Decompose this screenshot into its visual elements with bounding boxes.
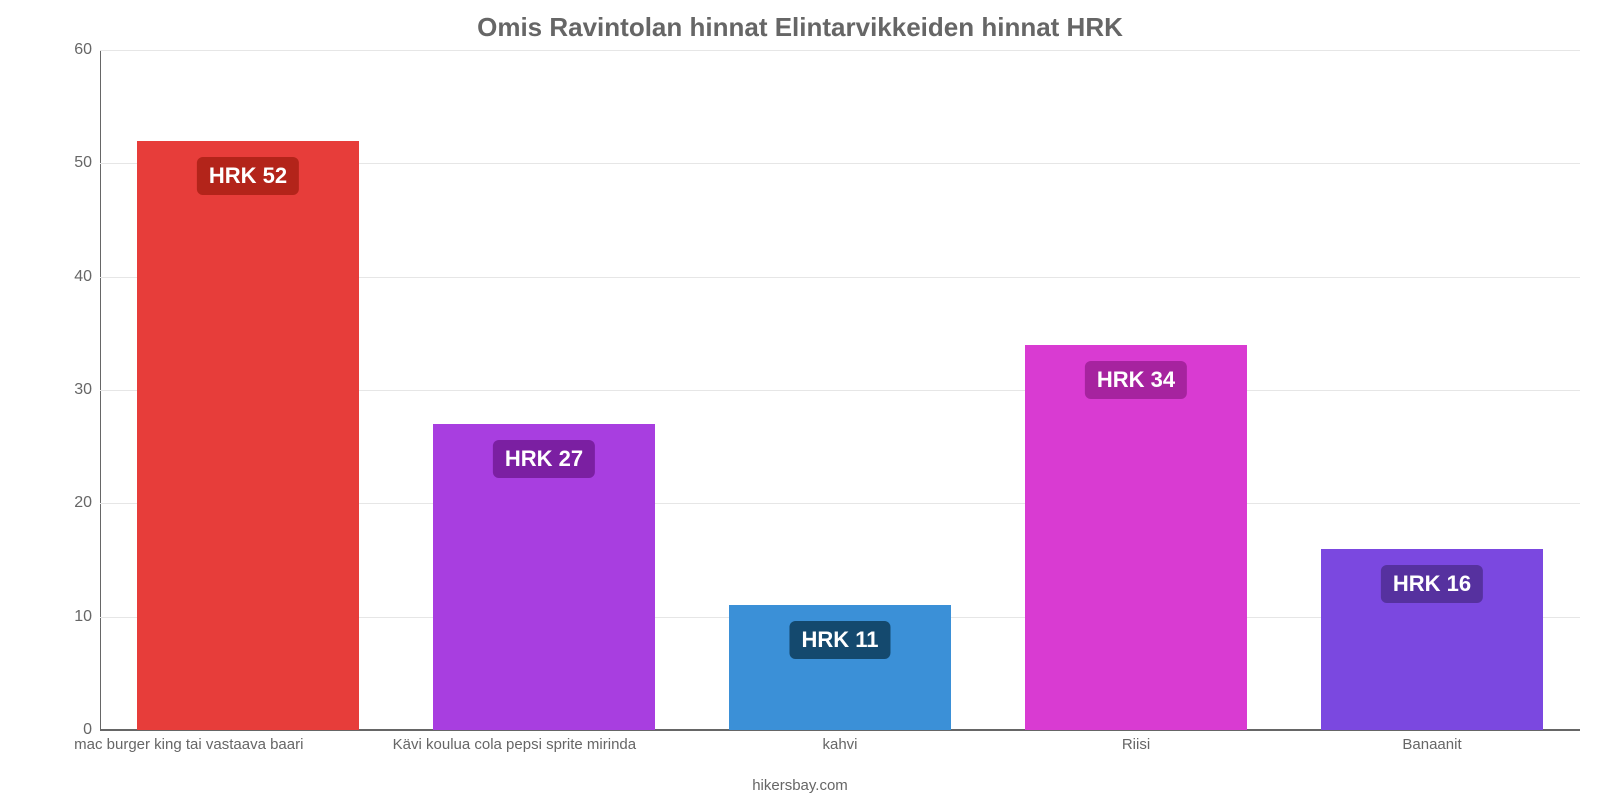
- bar: HRK 27: [433, 424, 655, 730]
- x-tick-label: mac burger king tai vastaava baari: [74, 730, 303, 753]
- bar-value-badge: HRK 52: [197, 157, 299, 195]
- bar-value-badge: HRK 27: [493, 440, 595, 478]
- y-tick-label: 40: [74, 268, 100, 286]
- plot-area: 0102030405060HRK 52mac burger king tai v…: [100, 50, 1580, 730]
- y-tick-label: 20: [74, 494, 100, 512]
- bar: HRK 16: [1321, 549, 1543, 730]
- bar-value-badge: HRK 11: [789, 621, 890, 659]
- x-tick-label: Banaanit: [1402, 730, 1461, 753]
- price-chart: Omis Ravintolan hinnat Elintarvikkeiden …: [0, 0, 1600, 800]
- y-tick-label: 60: [74, 41, 100, 59]
- x-tick-label: kahvi: [822, 730, 857, 753]
- bar: HRK 11: [729, 605, 951, 730]
- chart-title: Omis Ravintolan hinnat Elintarvikkeiden …: [0, 12, 1600, 43]
- y-tick-label: 50: [74, 154, 100, 172]
- x-tick-label: Riisi: [1122, 730, 1150, 753]
- gridline: [100, 50, 1580, 51]
- attribution: hikersbay.com: [0, 777, 1600, 794]
- x-tick-label: Kävi koulua cola pepsi sprite mirinda: [393, 730, 636, 753]
- bar: HRK 34: [1025, 345, 1247, 730]
- bar-value-badge: HRK 34: [1085, 361, 1187, 399]
- y-tick-label: 30: [74, 381, 100, 399]
- bar-value-badge: HRK 16: [1381, 565, 1483, 603]
- y-tick-label: 10: [74, 608, 100, 626]
- bar: HRK 52: [137, 141, 359, 730]
